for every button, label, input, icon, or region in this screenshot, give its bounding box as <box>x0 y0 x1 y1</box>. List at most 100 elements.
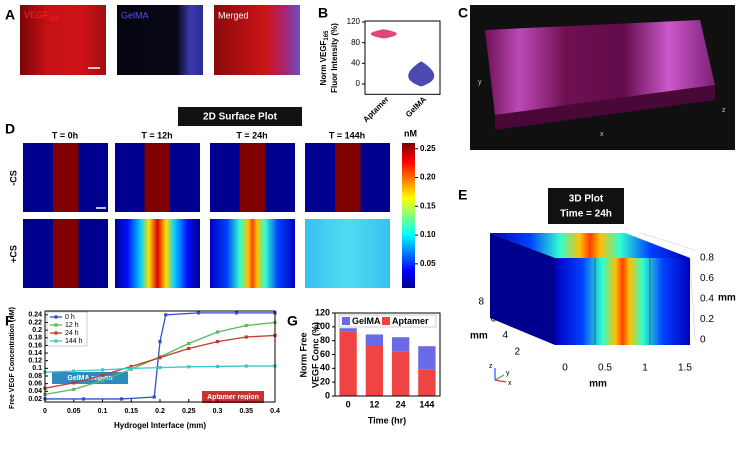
column-header: T = 0h <box>52 130 78 140</box>
marker <box>215 364 220 369</box>
y-tick-label: 0.22 <box>28 319 42 326</box>
tick-label: 0.20 <box>420 173 436 182</box>
title: 2D Surface Plot <box>203 112 278 123</box>
z-tick-label: 0.4 <box>700 294 714 305</box>
marker <box>129 366 133 370</box>
y-tick-label: 0.04 <box>28 388 42 395</box>
bar <box>391 337 410 352</box>
marker <box>215 330 220 334</box>
box-front <box>555 258 690 345</box>
tick-label: 0.10 <box>420 230 436 239</box>
colorbar-label: nM <box>404 128 417 138</box>
axis-label: z <box>489 363 493 370</box>
bar <box>418 369 436 396</box>
title-box <box>548 188 624 224</box>
marker <box>100 368 105 372</box>
y-tick-label: 0.02 <box>28 396 42 403</box>
legend-label: Aptamer <box>392 316 429 326</box>
heatmap <box>305 143 390 212</box>
panel-label: D <box>5 121 15 137</box>
marker <box>119 397 124 401</box>
legend-label: 24 h <box>65 330 79 337</box>
vegf-image <box>20 5 106 75</box>
gel-volume-side <box>495 85 715 130</box>
annotation: Aptamer region <box>207 394 259 401</box>
tick-label: 0.25 <box>420 144 436 153</box>
x-tick-label: 0.2 <box>155 408 165 415</box>
orientation-axes <box>494 368 507 383</box>
heatmap <box>23 143 108 212</box>
legend-label: GelMA <box>352 316 381 326</box>
legend-swatch <box>342 317 350 325</box>
marker <box>72 387 76 391</box>
panel-label: E <box>458 187 467 203</box>
panel-label: G <box>287 313 298 329</box>
bar <box>339 331 357 396</box>
y-tick-label: 80 <box>320 335 330 345</box>
y-tick-label: 6 <box>490 313 496 324</box>
bar <box>418 346 436 370</box>
gel-volume <box>485 20 715 115</box>
panel-label: F <box>5 313 14 329</box>
axis-unit: mm <box>470 331 488 342</box>
plot-frame <box>364 20 441 95</box>
tick-label: 0.15 <box>420 201 436 210</box>
legend-frame <box>46 311 88 347</box>
panel-label: A <box>5 7 15 23</box>
heatmaps <box>23 143 390 288</box>
y-tick-label: 120 <box>315 307 330 317</box>
title: 3D Plot <box>569 194 604 205</box>
x-tick-label: 0.15 <box>124 408 138 415</box>
violin <box>370 29 397 39</box>
x-tick-label: 0 <box>43 408 47 415</box>
marker <box>81 397 86 401</box>
vegf-label: VEGF165 <box>24 10 59 22</box>
axis-label: z <box>722 107 726 114</box>
subtitle: Time = 24h <box>560 209 612 220</box>
marker <box>244 364 248 368</box>
column-header: T = 144h <box>329 130 365 140</box>
column-header: T = 12h <box>141 130 172 140</box>
heatmap <box>23 219 108 288</box>
marker <box>152 395 156 399</box>
x-tick-label: 0.05 <box>67 408 81 415</box>
x-tick-label: 0.5 <box>598 363 612 374</box>
y-tick-label: 2 <box>514 347 520 358</box>
row-header: +CS <box>8 245 18 263</box>
y-axis-label: Fluor Intensity (%) <box>330 23 339 93</box>
bar <box>365 334 384 346</box>
marker <box>158 356 162 360</box>
legend-marker <box>54 331 58 335</box>
x-tick-label: 0.4 <box>270 408 280 415</box>
column-header: T = 24h <box>236 130 267 140</box>
y-tick-label: 0.12 <box>28 358 42 365</box>
merged-label: Merged <box>218 10 249 20</box>
row-header: -CS <box>8 170 18 186</box>
merged-image <box>214 5 300 75</box>
box-side <box>490 233 555 345</box>
heatmap <box>115 143 200 212</box>
marker <box>164 313 168 317</box>
y-tick-label: 8 <box>478 297 484 308</box>
marker <box>187 365 191 369</box>
y-tick-label: 0.2 <box>32 327 42 334</box>
z-tick-label: 0.6 <box>700 273 714 284</box>
legend-label: 12 h <box>65 322 79 329</box>
x-tick-label: GelMA <box>404 95 428 119</box>
bar <box>391 351 410 396</box>
x-tick-label: 0.35 <box>239 408 253 415</box>
legend-label: 0 h <box>65 314 75 321</box>
x-axis-label: Hydrogel Interface (mm) <box>114 421 206 430</box>
y-tick-label: 0.24 <box>28 312 42 319</box>
marker <box>244 323 248 328</box>
marker <box>100 378 105 383</box>
y-tick-label: 100 <box>315 321 330 331</box>
plot-frame <box>334 312 441 397</box>
heatmap <box>115 219 200 288</box>
x-axis-label: Time (hr) <box>368 415 406 425</box>
marker <box>196 311 201 315</box>
y-tick-label: 0.1 <box>32 365 42 372</box>
heatmap <box>305 219 390 288</box>
violin <box>408 61 435 87</box>
gelma-image <box>117 5 203 75</box>
